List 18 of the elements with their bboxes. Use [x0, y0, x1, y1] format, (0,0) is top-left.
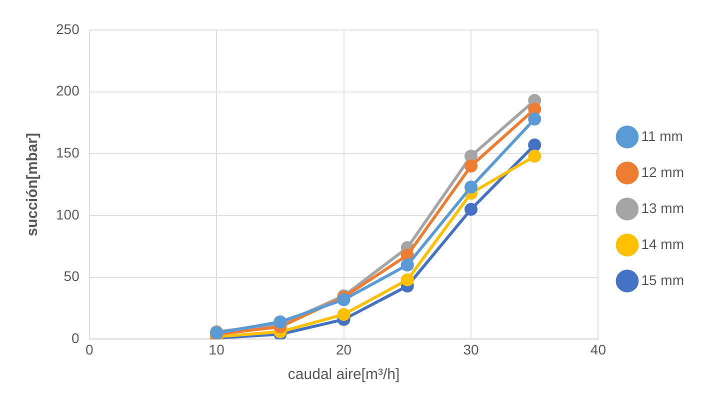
legend-label: 14 mm — [641, 236, 684, 252]
y-tick-label: 50 — [64, 268, 80, 284]
x-tick-label: 10 — [208, 341, 225, 358]
x-axis-title: caudal aire[m³/h] — [288, 366, 400, 384]
legend-label: 11 mm — [641, 128, 683, 144]
y-tick-label: 100 — [56, 206, 80, 222]
y-tick-label: 0 — [72, 330, 80, 346]
y-axis-title: succión[mbar] — [24, 132, 42, 236]
legend-label: 12 mm — [641, 164, 684, 180]
y-tick-label: 200 — [56, 82, 80, 99]
x-tick-label: 0 — [85, 341, 94, 358]
legend-label: 15 mm — [641, 272, 684, 288]
x-tick-label: 40 — [590, 341, 606, 358]
legend-label: 13 mm — [641, 200, 684, 216]
x-tick-label: 30 — [463, 341, 479, 358]
y-tick-label: 150 — [56, 144, 80, 161]
y-tick-label: 250 — [56, 20, 80, 37]
x-tick-label: 20 — [336, 341, 352, 358]
